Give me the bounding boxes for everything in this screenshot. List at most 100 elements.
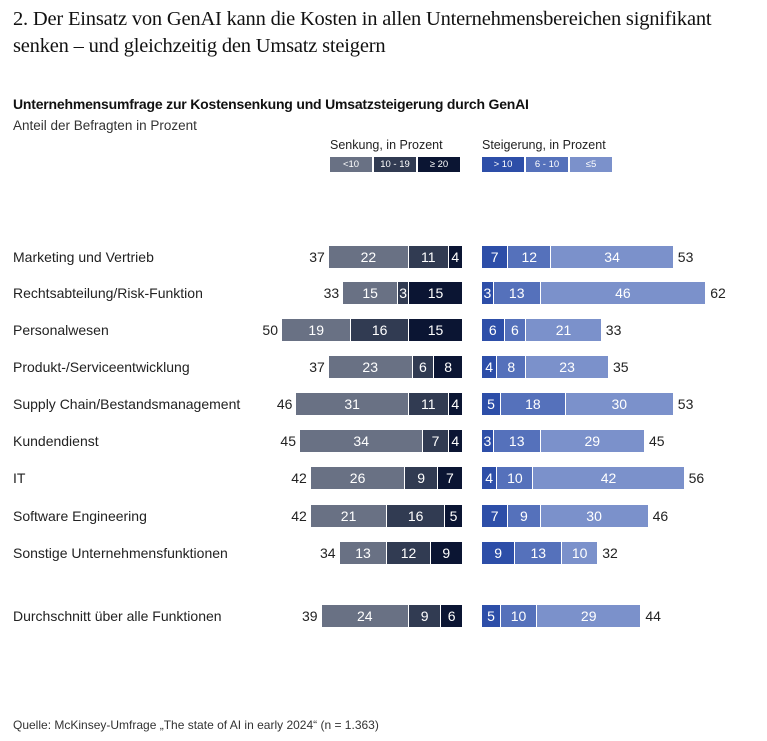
category-label: Marketing und Vertrieb (13, 249, 154, 265)
total-steigerung-label: 32 (602, 545, 618, 561)
bar-steigerung-segment: 13 (492, 430, 540, 452)
total-steigerung-label: 53 (677, 249, 694, 265)
bar-steigerung-segment: 6 (482, 319, 504, 341)
bar-steigerung-segment: 4 (482, 467, 497, 489)
category-label: Software Engineering (13, 508, 147, 524)
bar-steigerung-segment: 42 (532, 467, 684, 489)
total-senkung-label: 42 (291, 508, 307, 524)
category-label: Kundendienst (13, 433, 99, 449)
total-senkung-label: 50 (262, 322, 278, 338)
page-title: 2. Der Einsatz von GenAI kann die Kosten… (13, 8, 712, 57)
total-senkung-label: 42 (291, 470, 307, 486)
bar-senkung-segment: 7 (422, 430, 448, 452)
bar-steigerung-segment: 13 (514, 542, 562, 564)
bar-senkung-segment: 4 (447, 246, 462, 268)
total-steigerung-label: 53 (677, 396, 694, 412)
bar-senkung-segment: 15 (408, 319, 462, 341)
legend-item-steigerung-2: ≤5 (570, 157, 612, 172)
legend-item-senkung-1: 10 - 19 (374, 157, 416, 172)
source-note: Quelle: McKinsey-Umfrage „The state of A… (13, 718, 379, 732)
bar-senkung-segment: 11 (408, 246, 448, 268)
total-senkung-label: 34 (320, 545, 336, 561)
bar-senkung-segment: 6 (440, 605, 462, 627)
bar-steigerung-segment: 8 (496, 356, 526, 378)
bar-steigerung-segment: 3 (482, 430, 493, 452)
bar-senkung-segment: 5 (444, 505, 462, 527)
bar-senkung-segment: 15 (408, 282, 462, 304)
bar-senkung-segment: 24 (321, 605, 408, 627)
legend-item-steigerung-0: > 10 (482, 157, 524, 172)
legend-item-senkung-2: ≥ 20 (418, 157, 460, 172)
bar-senkung-segment: 11 (408, 393, 448, 415)
bar-steigerung-segment: 6 (503, 319, 526, 341)
bar-steigerung-segment: 29 (539, 430, 644, 452)
total-steigerung-label: 62 (710, 285, 726, 301)
bar-senkung-segment: 9 (404, 467, 437, 489)
bar-steigerung-segment: 10 (500, 605, 536, 627)
legend-title-senkung: Senkung, in Prozent (330, 138, 443, 152)
bar-steigerung-segment: 9 (482, 542, 515, 564)
bar-senkung-segment: 22 (328, 246, 408, 268)
bar-steigerung-segment: 21 (525, 319, 601, 341)
legend-title-steigerung: Steigerung, in Prozent (482, 138, 606, 152)
total-steigerung-label: 33 (605, 322, 622, 338)
bar-steigerung-segment: 4 (482, 356, 497, 378)
total-senkung-label: 46 (276, 396, 293, 412)
bar-steigerung-segment: 7 (482, 246, 508, 268)
total-steigerung-label: 45 (649, 433, 665, 449)
bar-senkung-segment: 12 (386, 542, 430, 564)
bar-senkung-segment: 21 (310, 505, 387, 527)
bar-steigerung-segment: 34 (550, 246, 673, 268)
bar-steigerung-segment: 18 (500, 393, 565, 415)
chart-title: Unternehmensumfrage zur Kostensenkung un… (13, 96, 529, 112)
bar-senkung-segment: 13 (339, 542, 387, 564)
bar-senkung-segment: 15 (343, 282, 398, 304)
bar-steigerung-segment: 46 (539, 282, 706, 304)
total-senkung-label: 39 (302, 608, 318, 624)
bar-senkung-segment: 19 (282, 319, 351, 341)
bar-senkung-segment: 8 (433, 356, 462, 378)
total-steigerung-label: 35 (613, 359, 629, 375)
total-senkung-label: 37 (309, 249, 325, 265)
bar-steigerung-segment: 5 (482, 605, 500, 627)
bar-steigerung-segment: 9 (507, 505, 540, 527)
bar-steigerung-segment: 30 (539, 505, 648, 527)
bar-senkung-segment: 4 (447, 393, 462, 415)
category-label: Sonstige Unternehmensfunktionen (13, 545, 228, 561)
bar-senkung-segment: 9 (408, 605, 441, 627)
legend-item-senkung-0: <10 (330, 157, 372, 172)
bar-senkung-segment: 23 (328, 356, 412, 378)
chart-subtitle: Anteil der Befragten in Prozent (13, 118, 197, 133)
category-label: Produkt-/Serviceentwicklung (13, 359, 190, 375)
bar-steigerung-segment: 10 (496, 467, 533, 489)
total-steigerung-label: 56 (688, 470, 705, 486)
bar-steigerung-segment: 23 (525, 356, 608, 378)
bar-steigerung-segment: 3 (482, 282, 493, 304)
bar-steigerung-segment: 10 (561, 542, 598, 564)
total-senkung-label: 37 (309, 359, 325, 375)
bar-steigerung-segment: 30 (564, 393, 673, 415)
category-label: IT (13, 470, 26, 486)
category-label: Supply Chain/Bestandsmanagement (13, 396, 241, 412)
bar-senkung-segment: 7 (436, 467, 462, 489)
bar-senkung-segment: 31 (296, 393, 408, 415)
category-label: Rechtsabteilung/Risk-Funktion (13, 285, 203, 301)
total-steigerung-label: 46 (652, 508, 669, 524)
bar-senkung-segment: 16 (386, 505, 444, 527)
total-senkung-label: 45 (280, 433, 296, 449)
bar-steigerung-segment: 5 (482, 393, 500, 415)
bar-senkung-segment: 6 (411, 356, 434, 378)
bar-senkung-segment: 3 (397, 282, 408, 304)
total-steigerung-label: 44 (645, 608, 661, 624)
bar-steigerung-segment: 12 (507, 246, 551, 268)
bar-steigerung-segment: 7 (482, 505, 508, 527)
bar-senkung-segment: 34 (300, 430, 423, 452)
legend-item-steigerung-1: 6 - 10 (526, 157, 568, 172)
bar-steigerung-segment: 29 (536, 605, 641, 627)
bar-senkung-segment: 26 (310, 467, 405, 489)
bar-steigerung-segment: 13 (492, 282, 540, 304)
bar-senkung-segment: 9 (429, 542, 462, 564)
category-label: Durchschnitt über alle Funktionen (13, 608, 222, 624)
total-senkung-label: 33 (323, 285, 340, 301)
bar-senkung-segment: 4 (447, 430, 462, 452)
